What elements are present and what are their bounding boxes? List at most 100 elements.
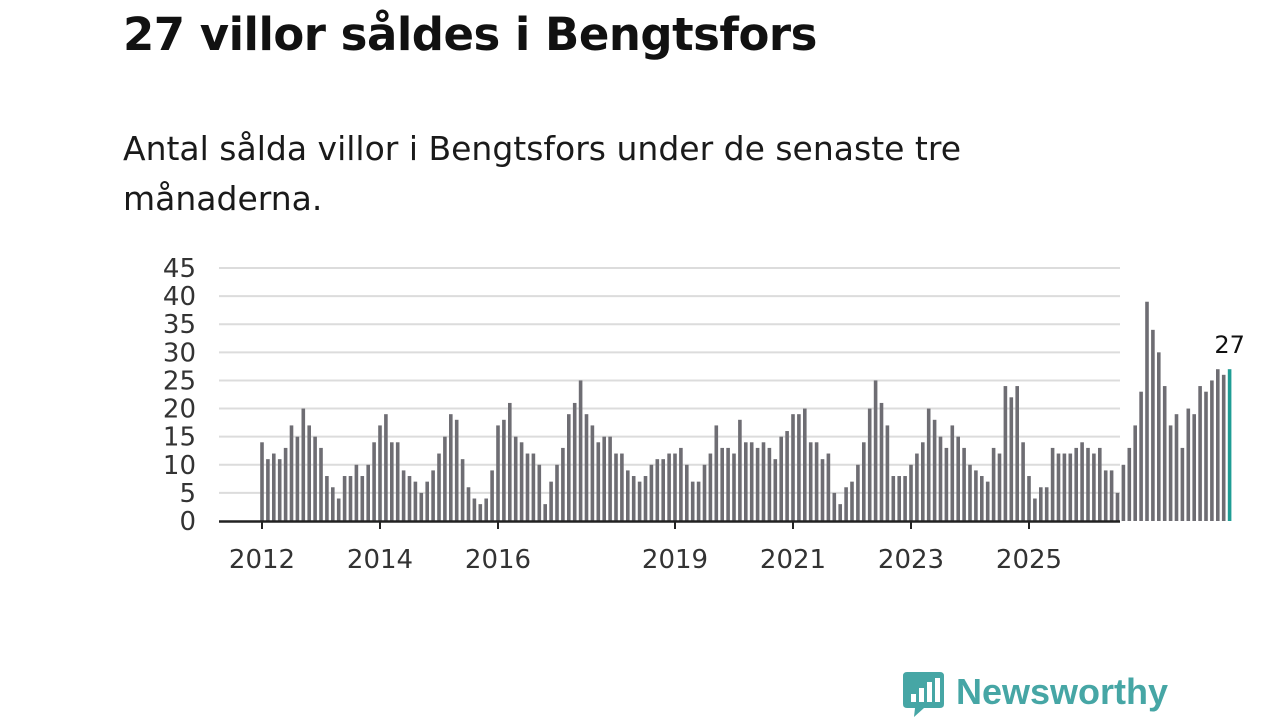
bar: [1074, 447, 1078, 521]
bar: [1056, 453, 1061, 521]
bar: [384, 414, 388, 521]
bar: [401, 470, 406, 521]
bar: [537, 464, 542, 521]
x-tick-label: 2025: [996, 545, 1062, 575]
bar: [797, 414, 801, 521]
bar: [720, 447, 724, 521]
bar: [1062, 453, 1067, 521]
bar: [1015, 386, 1019, 521]
x-tick-label: 2016: [465, 545, 531, 575]
bar: [295, 436, 300, 521]
bar: [997, 453, 1002, 521]
bar: [413, 481, 418, 521]
bar: [472, 498, 477, 521]
bar: [602, 436, 606, 521]
bar: [938, 436, 943, 521]
bar: [307, 425, 311, 521]
bar: [372, 442, 376, 521]
bar: [584, 414, 589, 521]
bar: [283, 447, 288, 521]
bar: [690, 481, 695, 521]
bar: [826, 453, 831, 521]
bar: [454, 419, 459, 521]
y-tick-label: 5: [179, 479, 196, 509]
bar: [1168, 425, 1173, 521]
bar: [301, 408, 306, 521]
newsworthy-logo-icon: [903, 672, 944, 717]
bar: [1216, 369, 1220, 521]
bar: [1162, 386, 1167, 521]
bar: [1151, 329, 1155, 521]
bar: [466, 487, 471, 521]
bar: [1050, 447, 1055, 521]
bar: [390, 442, 394, 521]
bar: [449, 414, 453, 521]
bar: [968, 464, 972, 521]
bar: [1092, 453, 1096, 521]
bar: [425, 481, 429, 521]
bar: [561, 447, 565, 521]
bar: [484, 498, 488, 521]
bar: [867, 408, 872, 521]
x-tick-label: 2021: [760, 545, 826, 575]
bar: [761, 442, 766, 521]
bar: [702, 464, 707, 521]
y-tick-label: 10: [163, 451, 196, 481]
bar: [543, 504, 547, 521]
bar: [726, 447, 730, 521]
bar: [744, 442, 748, 521]
bar: [460, 459, 465, 521]
bar: [897, 476, 901, 521]
bar: [1198, 386, 1202, 521]
bar: [513, 436, 518, 521]
newsworthy-logo: Newsworthy: [902, 670, 1168, 718]
bar: [667, 453, 671, 521]
bar: [767, 447, 772, 521]
bar: [832, 492, 837, 521]
bar: [950, 425, 955, 521]
bar: [985, 481, 990, 521]
bar: [891, 476, 896, 521]
bar: [1180, 447, 1185, 521]
y-tick-label: 0: [179, 507, 196, 537]
bar: [578, 380, 583, 521]
bar: [1027, 476, 1031, 521]
bar: [1133, 425, 1137, 521]
x-tick-label: 2012: [229, 545, 295, 575]
bar: [785, 431, 789, 521]
bar: [991, 447, 996, 521]
y-tick-label: 45: [163, 254, 196, 284]
bar: [1003, 386, 1008, 521]
bar: [331, 487, 335, 521]
bar: [714, 425, 719, 521]
bar: [490, 470, 494, 521]
bar: [879, 402, 884, 521]
y-tick-label: 30: [163, 338, 196, 368]
bar: [1086, 447, 1090, 521]
bar: [360, 476, 365, 521]
bar: [803, 408, 807, 521]
bar: [590, 425, 595, 521]
bar: [260, 442, 264, 521]
chart-subtitle: Antal sålda villor i Bengtsfors under de…: [123, 129, 962, 218]
bar: [738, 419, 742, 521]
bar: [755, 447, 760, 521]
bar: [655, 459, 660, 521]
y-tick-label: 35: [163, 310, 196, 340]
x-tick-label: 2023: [878, 545, 944, 575]
bar: [549, 481, 553, 521]
bar: [808, 442, 813, 521]
bar: [643, 476, 648, 521]
bar: [1221, 374, 1226, 521]
bar: [909, 464, 913, 521]
bar: [1098, 447, 1102, 521]
y-tick-label: 25: [163, 366, 196, 396]
bar: [431, 470, 435, 521]
bar: [1115, 492, 1120, 521]
bar: [1174, 414, 1179, 521]
bar: [531, 453, 536, 521]
y-tick-label: 40: [163, 282, 196, 312]
bar: [525, 453, 530, 521]
bar: [366, 464, 370, 521]
x-tick-label: 2019: [642, 545, 708, 575]
